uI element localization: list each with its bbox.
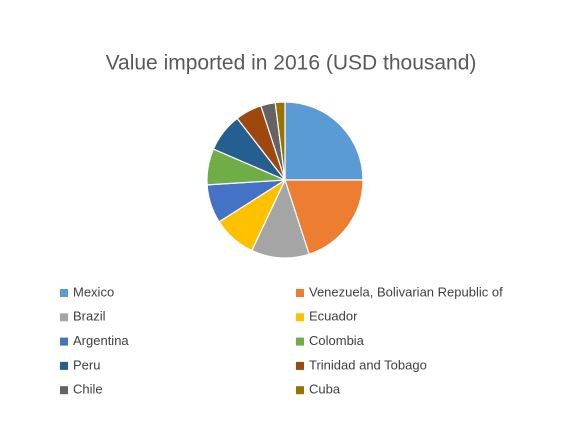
legend-swatch — [60, 337, 68, 346]
legend-swatch — [296, 313, 304, 322]
legend-label: Peru — [73, 357, 100, 372]
legend-swatch — [60, 361, 68, 370]
legend-label: Cuba — [309, 382, 341, 397]
pie-slice — [284, 101, 364, 181]
legend-swatch — [60, 313, 68, 322]
legend-label: Ecuador — [309, 309, 358, 324]
legend-label: Colombia — [309, 333, 365, 348]
legend-swatch — [296, 386, 304, 395]
legend: Mexico Venezuela, Bolivarian Republic of B… — [60, 284, 503, 397]
legend-swatch — [296, 337, 304, 346]
legend-label: Chile — [73, 382, 103, 397]
legend-label: Mexico — [73, 284, 114, 299]
legend-swatch — [60, 289, 68, 297]
legend-label: Brazil — [73, 309, 106, 324]
legend-label: Argentina — [73, 333, 129, 348]
pie-slice — [284, 179, 364, 255]
legend-swatch — [60, 386, 68, 395]
chart-title: Value imported in 2016 (USD thousand) — [106, 52, 477, 75]
legend-swatch — [296, 361, 304, 370]
pie-slice — [274, 101, 286, 181]
legend-swatch — [296, 289, 304, 297]
legend-label: Venezuela, Bolivarian Republic of — [309, 284, 503, 299]
legend-label: Trinidad and Tobago — [309, 357, 427, 372]
pie — [206, 101, 364, 259]
